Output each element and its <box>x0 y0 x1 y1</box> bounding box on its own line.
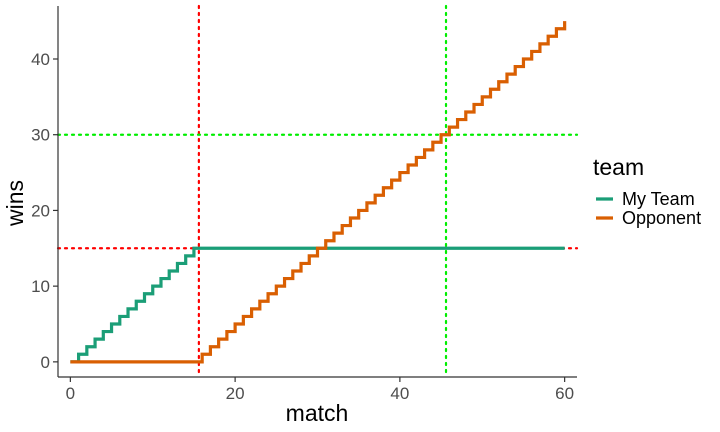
x-tick-label: 0 <box>66 384 75 403</box>
axes <box>57 6 577 378</box>
y-tick-label: 10 <box>31 277 50 296</box>
x-ticks: 0 20 40 60 <box>66 377 574 403</box>
legend-label-opponent: Opponent <box>622 208 701 228</box>
x-tick-label: 60 <box>555 384 574 403</box>
x-axis-title: match <box>286 400 349 426</box>
series-line-opponent <box>70 21 567 364</box>
legend-label-my-team: My Team <box>622 189 695 209</box>
y-tick-label: 30 <box>31 126 50 145</box>
y-tick-label: 20 <box>31 201 50 220</box>
series-line-my-team <box>70 246 565 364</box>
y-ticks: 0 10 20 30 40 <box>31 50 58 372</box>
series-layer <box>70 21 567 364</box>
y-tick-label: 40 <box>31 50 50 69</box>
x-tick-label: 40 <box>390 384 409 403</box>
reference-lines <box>56 4 579 379</box>
y-tick-label: 0 <box>41 353 50 372</box>
x-tick-label: 20 <box>226 384 245 403</box>
legend-title: team <box>593 154 644 180</box>
y-axis-title: wins <box>2 180 28 227</box>
